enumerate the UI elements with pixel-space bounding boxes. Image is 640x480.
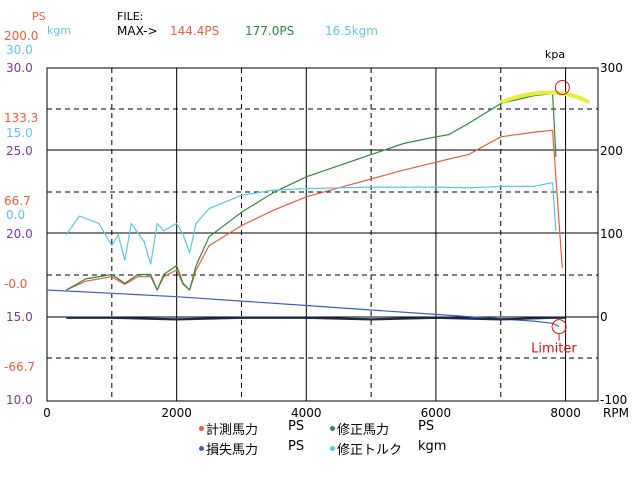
tick-label-rpm: 6000: [421, 406, 452, 420]
legend-label-corrected: 修正馬力: [337, 423, 390, 438]
tick-label-ps: 200.0: [4, 29, 38, 43]
legend-unit-torque: kgm: [418, 439, 447, 454]
tick-label-ps: -0.0: [4, 277, 27, 291]
limiter-label: Limiter: [531, 342, 577, 357]
tick-label-kgm: 30.0: [6, 43, 33, 57]
limiter-circle: [551, 319, 567, 335]
tick-label-kpa: 100: [600, 227, 623, 241]
file-label: FILE:: [117, 10, 144, 23]
peak-highlight: [500, 90, 590, 104]
max-label: MAX->: [117, 24, 158, 38]
legend-dot-loss: [199, 446, 204, 451]
tick-label-ps: -66.7: [4, 360, 35, 374]
legend-label-loss: 損失馬力: [206, 443, 259, 458]
legend-unit-measured: PS: [288, 419, 305, 434]
max-corrected: 177.0PS: [245, 24, 295, 38]
legend-unit-corrected: PS: [418, 419, 435, 434]
tick-label-kpa: -100: [600, 393, 627, 407]
tick-label-rpm: 4000: [291, 406, 322, 420]
legend-label-torque: 修正トルク: [337, 443, 403, 458]
tick-label-ps: 66.7: [4, 194, 31, 208]
x-axis-unit: RPM: [603, 406, 629, 420]
tick-label-boost: 30.0: [6, 61, 33, 75]
series-measured-power: [66, 129, 563, 291]
series-loss-power: [46, 289, 560, 328]
series-corrected-power: [66, 92, 557, 291]
legend-unit-loss: PS: [288, 439, 305, 454]
unit-kgm: kgm: [47, 24, 72, 37]
tick-label-rpm: 8000: [550, 406, 581, 420]
tick-label-rpm: 0: [43, 406, 51, 420]
tick-label-kpa: 0: [600, 310, 608, 324]
legend-dot-corrected: [330, 426, 335, 431]
tick-label-ps: 133.3: [4, 111, 38, 125]
peak-circle: [554, 80, 570, 96]
marks-layer: Limiter: [500, 80, 590, 357]
legend-label-measured: 計測馬力: [206, 423, 259, 438]
legend-dot-torque: [330, 446, 335, 451]
legend-dot-measured: [199, 426, 204, 431]
tick-label-kgm: 15.0: [6, 126, 33, 140]
tick-label-kgm: 0.0: [6, 208, 25, 222]
series-layer: [46, 92, 566, 328]
tick-label-boost: 15.0: [6, 310, 33, 324]
tick-label-kpa: 200: [600, 144, 623, 158]
tick-label-boost: 20.0: [6, 227, 33, 241]
right-axis-unit: kpa: [545, 48, 565, 61]
series-corrected-torque: [65, 182, 557, 265]
tick-label-boost: 25.0: [6, 144, 33, 158]
tick-label-boost: 10.0: [6, 393, 33, 407]
max-measured: 144.4PS: [170, 24, 220, 38]
tick-label-kpa: 300: [600, 61, 623, 75]
tick-label-rpm: 2000: [161, 406, 192, 420]
plot-frame: [46, 67, 599, 402]
series-boost: [66, 316, 566, 321]
grid-lines: 200.0 133.3 66.7 -0.0 -66.7 30.0 15.0 0.0 30.0 25…: [4, 29, 629, 420]
unit-ps: PS: [32, 10, 46, 23]
max-torque: 16.5kgm: [325, 24, 378, 38]
